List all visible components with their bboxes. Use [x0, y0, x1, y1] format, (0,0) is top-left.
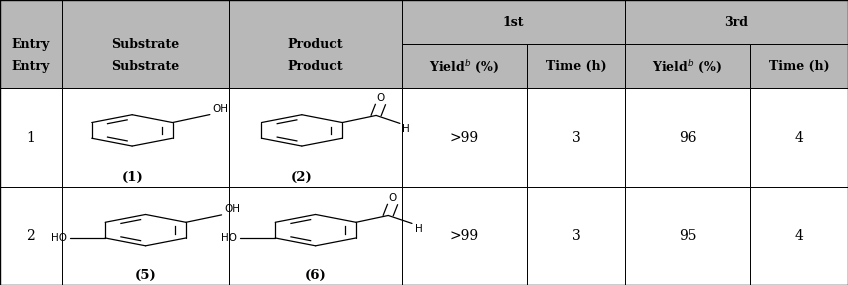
Bar — [402, 187, 527, 285]
Bar — [0, 44, 62, 88]
Text: H: H — [415, 224, 422, 234]
Bar — [750, 44, 848, 88]
Bar — [230, 44, 402, 88]
Text: Time (h): Time (h) — [545, 60, 606, 73]
Text: (1): (1) — [121, 171, 143, 184]
Bar — [230, 0, 402, 88]
Bar — [750, 187, 848, 285]
Bar — [402, 44, 527, 88]
Bar — [230, 88, 402, 187]
Bar — [527, 187, 625, 285]
Bar — [402, 88, 527, 187]
Bar — [62, 187, 230, 285]
Text: 96: 96 — [678, 131, 696, 144]
Text: OH: OH — [212, 104, 228, 114]
Text: Product: Product — [287, 38, 343, 51]
Text: >99: >99 — [449, 229, 479, 243]
Bar — [625, 44, 750, 88]
Text: HO: HO — [221, 233, 237, 243]
Text: Yield$^b$ (%): Yield$^b$ (%) — [429, 58, 499, 75]
Text: 95: 95 — [678, 229, 696, 243]
Text: 4: 4 — [795, 229, 803, 243]
Text: Entry: Entry — [12, 38, 50, 51]
Text: 1: 1 — [26, 131, 36, 144]
Bar — [625, 0, 848, 44]
Text: Yield$^b$ (%): Yield$^b$ (%) — [652, 58, 722, 75]
Text: 4: 4 — [795, 131, 803, 144]
Bar — [62, 0, 230, 88]
Text: Entry: Entry — [12, 60, 50, 73]
Text: 3: 3 — [572, 229, 580, 243]
Bar — [0, 88, 62, 187]
Text: Substrate: Substrate — [111, 38, 180, 51]
Text: H: H — [403, 124, 410, 134]
Text: 2: 2 — [26, 229, 36, 243]
Text: 1st: 1st — [503, 16, 524, 28]
Text: O: O — [377, 93, 384, 103]
Text: OH: OH — [224, 204, 240, 214]
Bar — [0, 0, 62, 88]
Bar — [527, 88, 625, 187]
Text: HO: HO — [51, 233, 67, 243]
Text: 3rd: 3rd — [724, 16, 749, 28]
Bar — [750, 88, 848, 187]
Text: >99: >99 — [449, 131, 479, 144]
Bar — [625, 88, 750, 187]
Text: Product: Product — [287, 60, 343, 73]
Bar — [402, 0, 625, 44]
Text: Time (h): Time (h) — [769, 60, 829, 73]
Text: 3: 3 — [572, 131, 580, 144]
Bar — [0, 187, 62, 285]
Text: O: O — [388, 194, 397, 203]
Bar — [62, 88, 230, 187]
Text: (2): (2) — [291, 171, 313, 184]
Bar — [62, 44, 230, 88]
Text: (5): (5) — [135, 269, 156, 282]
Bar — [527, 44, 625, 88]
Bar — [625, 187, 750, 285]
Bar — [230, 187, 402, 285]
Text: Substrate: Substrate — [111, 60, 180, 73]
Text: (6): (6) — [304, 269, 326, 282]
